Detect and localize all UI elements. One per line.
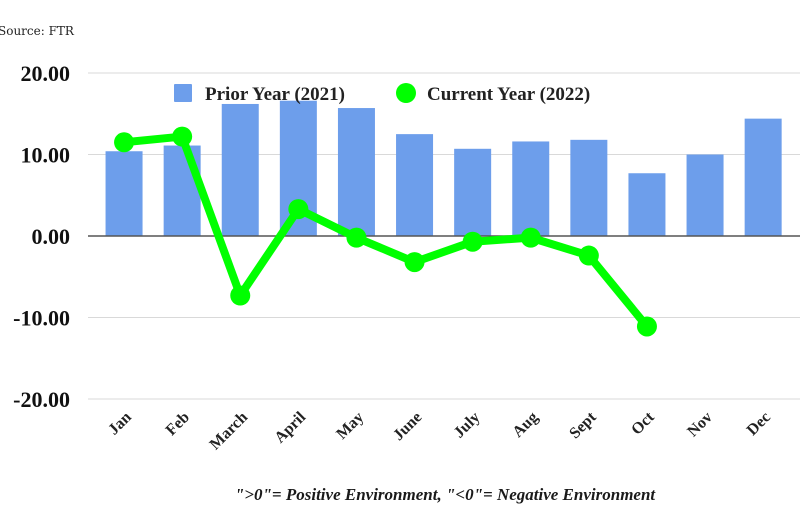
x-tick-label: June	[390, 409, 425, 444]
point-aug	[520, 227, 541, 248]
point-jan	[114, 132, 135, 153]
legend: Prior Year (2021) Current Year (2022)	[174, 83, 590, 105]
point-may	[346, 227, 367, 248]
bar-may	[337, 108, 375, 236]
y-tick-label: -10.00	[13, 306, 70, 331]
x-tick-label: Oct	[628, 408, 658, 438]
bar-march	[221, 103, 259, 236]
current-year-line	[120, 132, 651, 331]
bar-oct	[628, 173, 666, 236]
y-tick-label: 0.00	[32, 224, 71, 249]
point-sept	[578, 245, 599, 266]
x-tick-label: Sept	[566, 408, 600, 442]
point-feb	[172, 126, 193, 147]
x-tick-label: March	[207, 409, 252, 454]
point-june	[404, 252, 425, 273]
x-axis-ticks: Jan Feb March April May June July Aug Sept Oct Nov…	[105, 408, 774, 453]
point-march	[230, 285, 251, 306]
footnote: ">0"= Positive Environment, "<0"= Negati…	[234, 485, 656, 504]
grid-lines	[88, 72, 800, 400]
bar-nov	[686, 154, 724, 236]
y-tick-label: -20.00	[13, 387, 70, 412]
legend-label-current-year: Current Year (2022)	[427, 84, 590, 105]
x-tick-label: April	[271, 408, 309, 446]
legend-swatch-prior-year	[174, 84, 192, 102]
x-tick-label: Dec	[744, 409, 774, 439]
legend-marker-current-year	[396, 83, 416, 103]
point-april	[288, 199, 309, 220]
source-note: Source: FTR	[0, 24, 74, 38]
y-axis-ticks: 20.00 10.00 0.00 -10.00 -20.00	[13, 61, 70, 412]
point-oct	[636, 316, 657, 337]
bar-dec	[744, 118, 782, 236]
x-tick-label: July	[451, 409, 484, 442]
bar-july	[454, 148, 492, 236]
x-tick-label: Aug	[509, 409, 541, 441]
bar-sept	[570, 139, 608, 236]
point-july	[462, 231, 483, 252]
bar-aug	[512, 141, 550, 236]
bar-jan	[105, 151, 143, 236]
x-tick-label: Jan	[105, 409, 135, 439]
y-tick-label: 10.00	[21, 143, 71, 168]
x-tick-label: May	[333, 409, 367, 443]
x-tick-label: Feb	[163, 409, 193, 439]
bar-feb	[163, 145, 201, 236]
line-series	[114, 126, 657, 337]
x-tick-label: Nov	[684, 409, 716, 441]
y-tick-label: 20.00	[21, 61, 71, 86]
bar-june	[396, 134, 434, 236]
legend-label-prior-year: Prior Year (2021)	[205, 84, 345, 105]
